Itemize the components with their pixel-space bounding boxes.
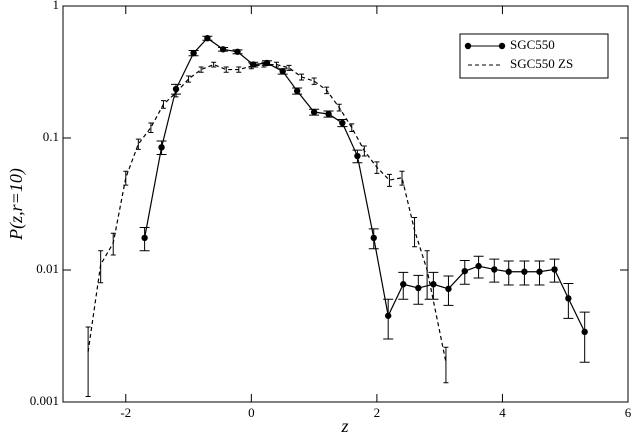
x-tick-label: 4 (499, 405, 506, 420)
error-bar (236, 66, 242, 73)
x-axis-label: z (340, 416, 348, 436)
data-point (536, 268, 543, 275)
error-bar (311, 77, 317, 85)
legend-label: SGC550 ZS (510, 56, 573, 71)
data-point (279, 68, 286, 75)
legend-label: SGC550 (510, 37, 555, 52)
error-bar (383, 298, 394, 340)
error-bar (286, 64, 292, 71)
data-point (581, 328, 588, 336)
data-point (384, 312, 392, 319)
data-point (354, 152, 361, 160)
error-bar (273, 61, 279, 68)
data-point (310, 108, 318, 116)
data-point (293, 87, 301, 95)
data-point (190, 49, 197, 57)
y-tick-label: 1 (53, 0, 60, 12)
data-point (339, 119, 346, 127)
plot-frame (62, 5, 629, 403)
plot-area (85, 35, 590, 398)
error-bar (374, 161, 380, 174)
data-point (219, 46, 227, 53)
error-bar (324, 86, 330, 95)
error-bar (424, 250, 430, 300)
y-tick-label: 0.001 (30, 393, 59, 408)
error-bar (248, 63, 254, 70)
data-point (491, 266, 498, 273)
error-bar (98, 250, 104, 284)
data-point (415, 284, 422, 292)
error-bar (336, 103, 342, 112)
x-tick-label: 2 (374, 405, 381, 420)
error-bar (186, 75, 192, 83)
error-bar (85, 326, 91, 398)
data-point (370, 234, 377, 242)
error-bar (173, 88, 179, 98)
error-bar (211, 61, 217, 68)
error-bar (361, 145, 367, 157)
data-point (400, 281, 407, 288)
data-point (204, 35, 211, 42)
data-point (234, 48, 241, 55)
error-bar (443, 346, 449, 384)
data-point (551, 266, 558, 273)
data-point (475, 262, 482, 270)
x-tick-label: 0 (248, 405, 255, 420)
data-point (505, 268, 512, 275)
error-bar (349, 123, 355, 133)
data-point (461, 267, 468, 275)
legend-box (459, 33, 609, 79)
error-bar (261, 61, 267, 68)
error-bar (135, 138, 141, 150)
x-tick-label: 6 (625, 405, 632, 420)
y-tick-label: 0.01 (36, 261, 59, 276)
error-bar (148, 122, 154, 134)
error-bar (299, 73, 305, 81)
error-bar (110, 232, 116, 256)
data-point (158, 144, 165, 151)
legend-marker (498, 42, 506, 50)
y-axis-label: P(z,r=10) (6, 168, 27, 241)
legend-marker (464, 42, 472, 50)
data-point (263, 59, 271, 67)
error-bar (399, 170, 405, 186)
data-point (445, 285, 452, 293)
series-line (87, 63, 447, 363)
series-line (144, 37, 586, 333)
error-bar (579, 311, 590, 363)
error-bar (412, 216, 418, 248)
data-point (565, 295, 572, 302)
data-point (325, 110, 332, 118)
error-bar (123, 170, 129, 186)
error-bar (386, 173, 392, 187)
data-point (141, 234, 148, 242)
error-bar (223, 66, 229, 73)
y-tick-label: 0.1 (43, 129, 59, 144)
error-bar (198, 66, 204, 73)
data-point (430, 281, 437, 288)
error-bar (160, 100, 166, 109)
x-tick-label: -2 (120, 405, 131, 420)
data-point (521, 268, 528, 275)
